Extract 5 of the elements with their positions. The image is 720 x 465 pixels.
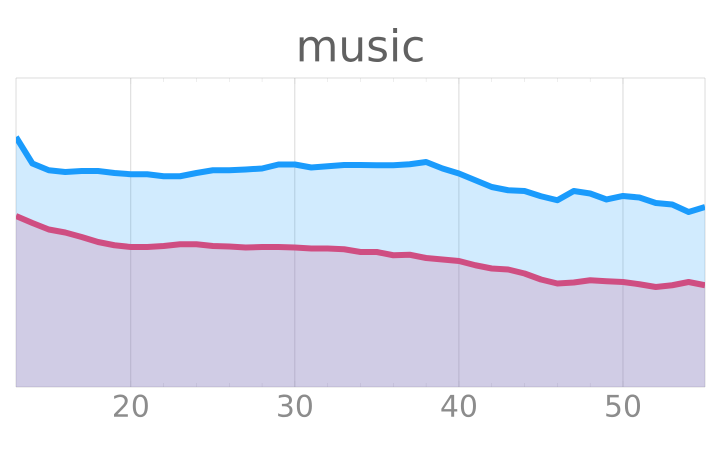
chart-title: music [300,28,423,62]
x-tick-label: 20 [114,394,148,418]
x-tick-label: 50 [606,394,640,418]
x-tick-label: 30 [278,394,312,418]
x-tick-label: 40 [441,394,476,418]
